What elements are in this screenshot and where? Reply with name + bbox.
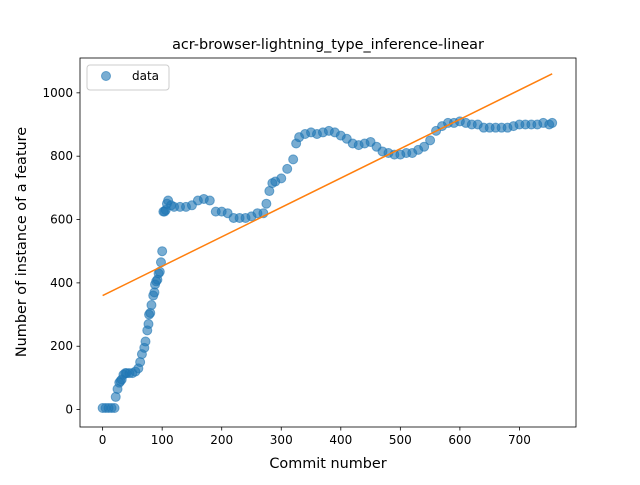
plot-marks	[97, 73, 558, 413]
y-tick-label: 800	[50, 149, 73, 163]
data-point	[140, 336, 151, 347]
data-point	[261, 198, 272, 209]
y-tick-label: 400	[50, 276, 73, 290]
data-point	[157, 246, 168, 257]
x-tick-label: 0	[99, 433, 107, 447]
data-point	[109, 403, 120, 413]
legend: data	[86, 64, 170, 91]
y-tick-label: 1000	[42, 86, 73, 100]
x-tick-label: 500	[389, 433, 412, 447]
x-tick-label: 400	[329, 433, 352, 447]
y-tick-label: 0	[65, 403, 73, 417]
y-ticks: 0 200 400 600 800 1000	[42, 86, 80, 417]
legend-marker-data	[101, 71, 111, 81]
x-tick-label: 200	[210, 433, 233, 447]
x-tick-label: 300	[270, 433, 293, 447]
axes-frame	[79, 57, 577, 428]
y-tick-label: 200	[50, 339, 73, 353]
data-point	[143, 319, 154, 330]
data-point	[276, 173, 287, 184]
linear-fit-line	[102, 73, 553, 297]
data-point	[282, 163, 293, 174]
data-point	[146, 300, 157, 311]
data-point	[204, 195, 215, 206]
x-tick-label: 700	[508, 433, 531, 447]
x-axis-label: Commit number	[269, 456, 386, 472]
y-axis-label: Number of instance of a feature	[14, 127, 30, 357]
legend-label-data: data	[132, 69, 159, 83]
data-point	[547, 117, 558, 128]
x-tick-label: 100	[151, 433, 174, 447]
data-point	[425, 135, 436, 146]
data-point	[419, 141, 430, 152]
data-point	[288, 154, 299, 165]
x-ticks: 0 100 200 300 400 500 600 700	[99, 427, 531, 447]
y-tick-label: 600	[50, 213, 73, 227]
chart-title: acr-browser-lightning_type_inference-lin…	[172, 37, 484, 53]
x-tick-label: 600	[448, 433, 471, 447]
